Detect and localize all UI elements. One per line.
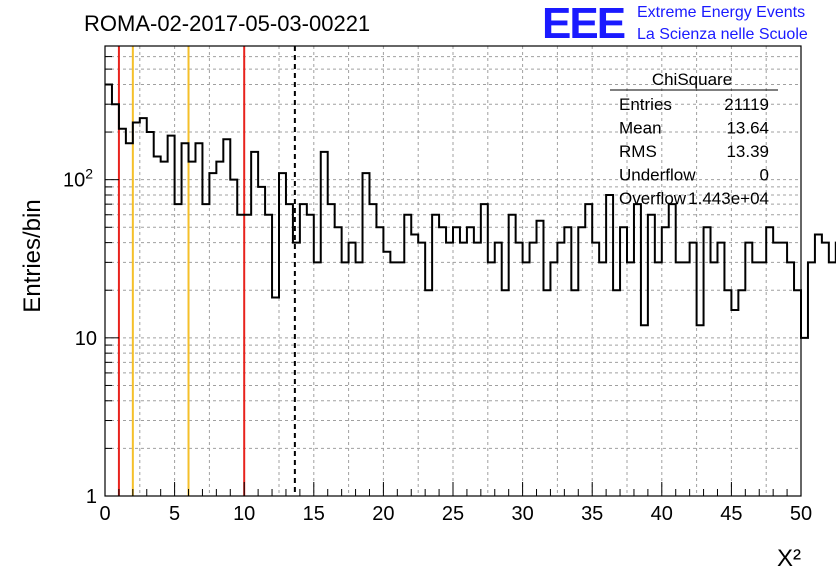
stats-box: ChiSquare Entries 21119 Mean 13.64 RMS 13.39 U… xyxy=(610,70,778,208)
stats-label: RMS xyxy=(619,142,657,161)
x-tick-label: 0 xyxy=(99,503,110,525)
x-tick-labels: 0 5 10 15 20 25 30 35 40 45 50 xyxy=(99,503,812,525)
x-tick-label: 35 xyxy=(581,503,603,525)
x-tick-label: 5 xyxy=(169,503,180,525)
stats-label: Underflow xyxy=(619,166,696,185)
x-tick-label: 25 xyxy=(442,503,464,525)
stats-value: 13.64 xyxy=(726,119,769,138)
stats-label: Entries xyxy=(619,95,672,114)
axis-ticks xyxy=(104,45,802,497)
y-tick-label: 1 xyxy=(86,486,97,508)
x-tick-label: 30 xyxy=(511,503,533,525)
stats-value: 21119 xyxy=(724,95,769,114)
logo-line-1: Extreme Energy Events xyxy=(637,4,805,21)
y-tick-label: 10 xyxy=(75,328,97,350)
stats-name: ChiSquare xyxy=(652,70,732,89)
stats-value: 1.443e+04 xyxy=(688,189,769,208)
chart-title: ROMA-02-2017-05-03-00221 xyxy=(84,11,370,36)
stats-label: Mean xyxy=(619,119,662,138)
x-tick-label: 50 xyxy=(790,503,812,525)
y-tick-label: 102 xyxy=(63,166,93,192)
x-tick-label: 45 xyxy=(720,503,742,525)
x-tick-label: 15 xyxy=(303,503,325,525)
x-axis-label: X² xyxy=(777,545,801,572)
histogram-series xyxy=(105,83,836,339)
grid xyxy=(105,46,801,496)
reference-lines xyxy=(117,46,296,496)
logo-mark: EEE xyxy=(542,0,625,48)
y-axis-label: Entries/bin xyxy=(19,199,46,312)
x-tick-label: 10 xyxy=(233,503,255,525)
x-tick-label: 20 xyxy=(372,503,394,525)
eee-logo: EEE Extreme Energy Events La Scienza nel… xyxy=(542,0,808,48)
stats-label: Overflow xyxy=(619,189,687,208)
stats-value: 0 xyxy=(760,166,769,185)
logo-line-2: La Scienza nelle Scuole xyxy=(637,26,808,43)
stats-value: 13.39 xyxy=(726,142,769,161)
y-tick-labels: 1 10 102 xyxy=(63,166,97,508)
x-tick-label: 40 xyxy=(651,503,673,525)
